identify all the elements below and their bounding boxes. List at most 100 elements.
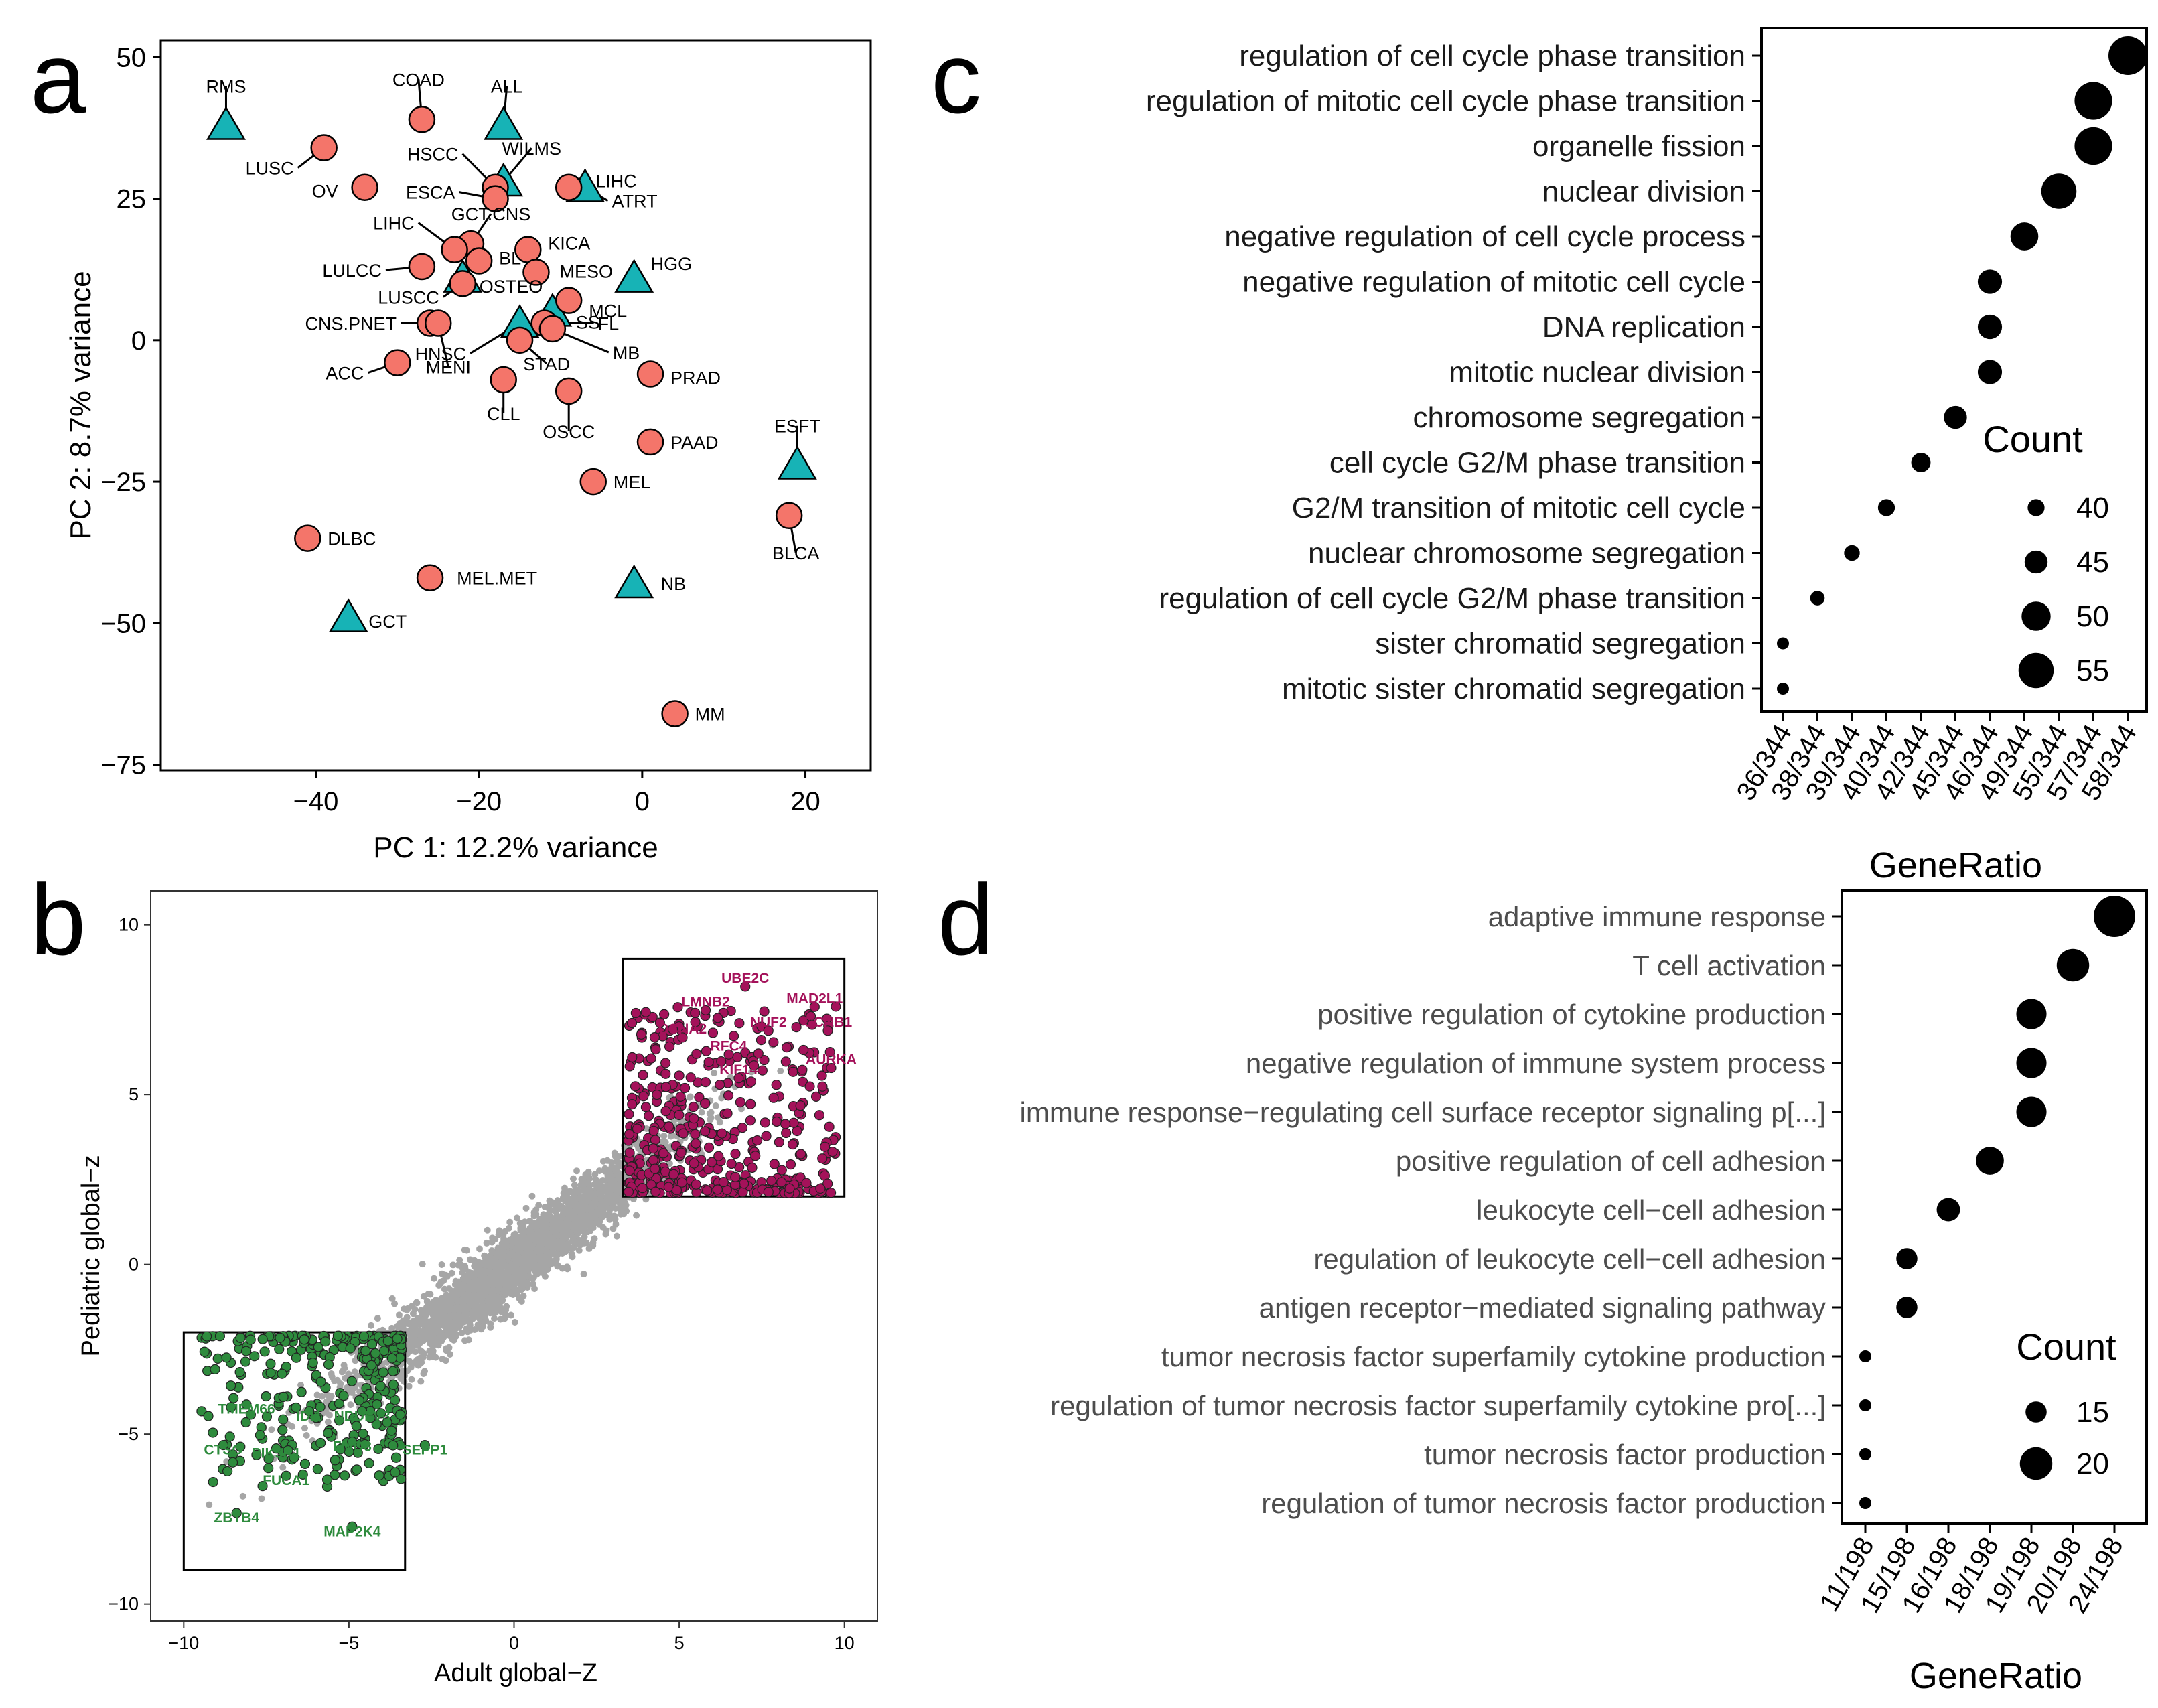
up-gene-point (660, 1068, 671, 1079)
down-gene-point (372, 1399, 382, 1410)
enrichment-dot (1777, 683, 1789, 695)
background-gene-point (612, 1205, 619, 1212)
term-label: mitotic sister chromatid segregation (1282, 672, 1745, 705)
point-label: STAD (523, 354, 570, 374)
down-gene-label: PIK3R1 (252, 1446, 301, 1462)
x-tick-label: 10 (835, 1633, 855, 1653)
up-gene-point (798, 1044, 809, 1056)
enrichment-dot (2094, 896, 2135, 937)
point-label: LULCC (322, 261, 382, 281)
up-gene-point (640, 1007, 651, 1017)
enrichment-dot (1877, 499, 1895, 516)
down-gene-point (311, 1413, 321, 1423)
background-gene-point (520, 1292, 527, 1299)
up-gene-point (689, 1113, 699, 1124)
background-gene-point (563, 1241, 571, 1249)
down-gene-point (289, 1452, 299, 1463)
up-gene-point (796, 1149, 806, 1159)
down-gene-point (297, 1469, 308, 1480)
down-gene-point (358, 1429, 368, 1439)
down-gene-point (199, 1346, 210, 1357)
background-gene-point (340, 1362, 348, 1369)
down-gene-label: MAP2K4 (323, 1524, 381, 1539)
background-gene-point (580, 1225, 587, 1232)
pediatric-triangle-point (777, 445, 817, 480)
term-label: regulation of tumor necrosis factor prod… (1261, 1488, 1826, 1519)
background-gene-point (479, 1302, 486, 1309)
background-gene-point (506, 1265, 513, 1272)
background-gene-point (374, 1315, 381, 1322)
up-gene-point (737, 1123, 748, 1133)
up-gene-point (798, 1076, 808, 1087)
down-gene-point (274, 1344, 285, 1354)
background-gene-point (502, 1307, 510, 1314)
y-tick-label: −10 (108, 1594, 139, 1614)
up-gene-point (747, 1162, 758, 1173)
up-gene-point (676, 1147, 687, 1158)
up-gene-point (788, 1117, 799, 1128)
y-tick-label: 10 (119, 915, 139, 935)
up-gene-point (678, 1128, 689, 1139)
background-gene-point (388, 1324, 396, 1332)
point-label: FL (598, 313, 620, 334)
background-gene-point (506, 1218, 514, 1226)
up-gene-point (630, 1007, 641, 1019)
down-gene-point (210, 1364, 220, 1375)
pediatric-triangle-point (614, 564, 654, 599)
background-gene-point (404, 1305, 411, 1312)
background-gene-point (482, 1279, 490, 1287)
background-gene-point (466, 1320, 474, 1327)
up-gene-point (722, 1108, 733, 1119)
up-gene-point (649, 1032, 660, 1043)
background-gene-point (609, 1181, 616, 1188)
up-labeled-point (763, 1025, 774, 1036)
y-tick-label: 0 (131, 326, 146, 356)
down-gene-point (321, 1474, 333, 1485)
up-gene-point (713, 1013, 723, 1023)
up-gene-point (797, 1064, 808, 1075)
background-gene-point (488, 1257, 496, 1264)
background-gene-point (513, 1214, 520, 1222)
background-gene-point (545, 1211, 552, 1218)
background-gene-point (569, 1224, 577, 1232)
up-gene-point (822, 1178, 833, 1189)
up-gene-point (726, 1158, 737, 1169)
down-gene-point (214, 1331, 226, 1342)
up-gene-point (752, 1135, 763, 1146)
down-labeled-point (271, 1443, 282, 1454)
up-gene-point (700, 1126, 711, 1137)
y-tick-label: −25 (100, 468, 146, 497)
background-gene-point (484, 1226, 491, 1234)
up-gene-point (717, 1128, 727, 1139)
legend-dot (2018, 652, 2054, 689)
down-gene-point (386, 1353, 397, 1364)
background-gene-point (455, 1306, 462, 1313)
y-tick-label: 25 (117, 185, 147, 214)
background-gene-point (561, 1184, 568, 1192)
background-gene-point (528, 1274, 535, 1281)
point-label: CLL (487, 404, 520, 424)
up-gene-point (759, 1055, 770, 1066)
background-gene-point (456, 1318, 463, 1325)
background-gene-point (470, 1302, 478, 1309)
up-gene-point (712, 1184, 723, 1195)
background-gene-point (528, 1263, 536, 1270)
up-gene-point (694, 1092, 705, 1102)
up-gene-label: AURKA (806, 1052, 857, 1068)
adult-circle-point (555, 287, 583, 314)
adult-circle-point (441, 236, 468, 263)
up-gene-point (674, 1070, 685, 1081)
term-label: regulation of cell cycle G2/M phase tran… (1159, 582, 1745, 615)
down-gene-label: NDUFV3 (334, 1409, 390, 1424)
up-gene-point (685, 1072, 696, 1083)
background-gene-point (423, 1307, 430, 1315)
legend-value: 15 (2076, 1396, 2109, 1429)
background-gene-point (443, 1345, 450, 1352)
point-label: PRAD (670, 368, 721, 388)
down-gene-point (208, 1427, 218, 1438)
up-gene-point (831, 1001, 841, 1012)
up-gene-point (624, 1061, 635, 1072)
up-gene-point (769, 1159, 780, 1169)
point-label: ESFT (774, 417, 820, 437)
background-gene-point (546, 1206, 553, 1213)
